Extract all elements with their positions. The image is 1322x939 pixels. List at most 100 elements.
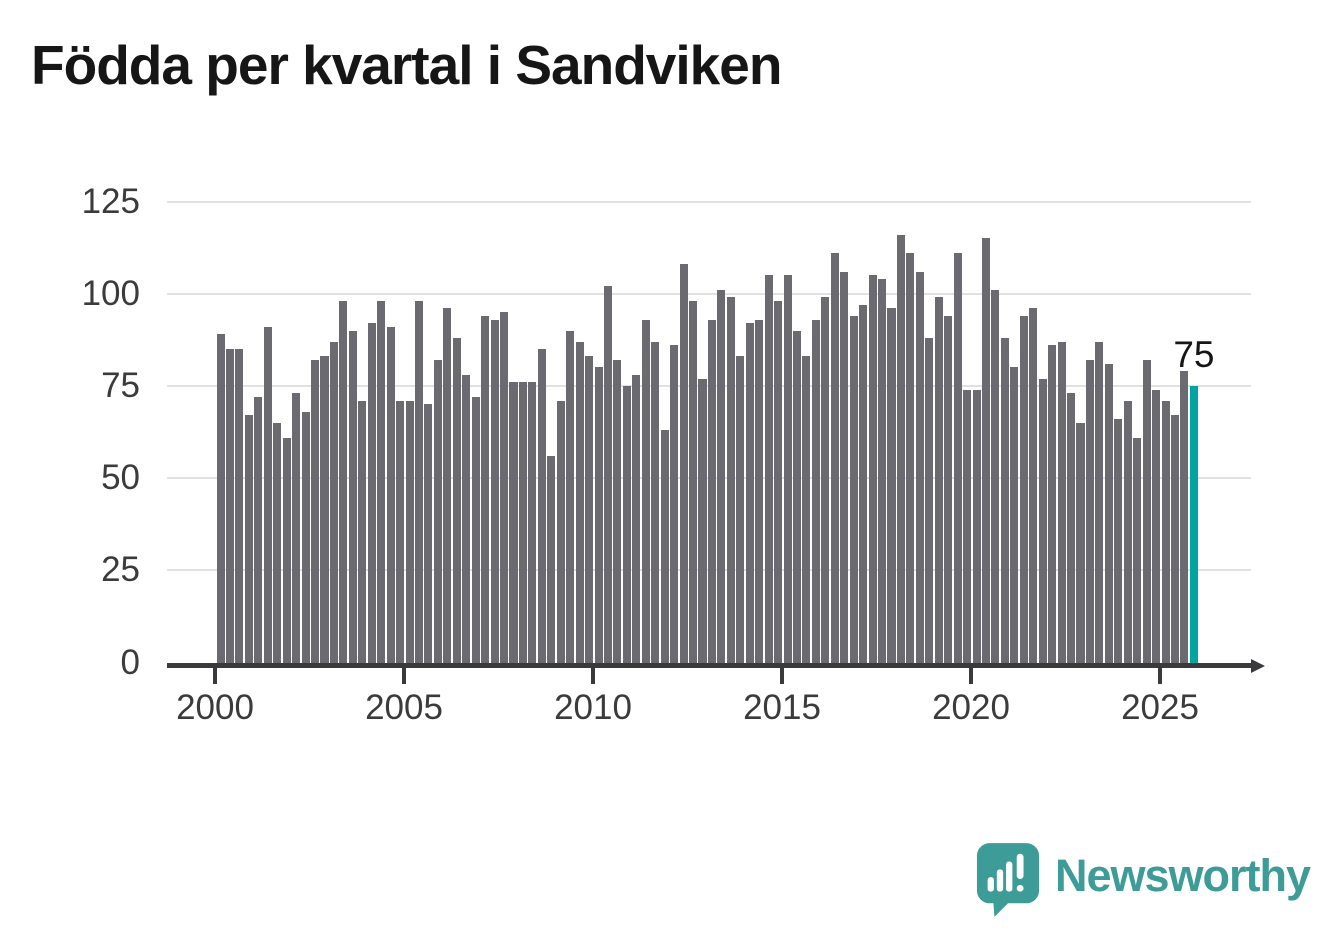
x-axis-tick-label: 2000 (176, 688, 254, 727)
bar (216, 334, 225, 665)
bar (358, 400, 367, 665)
bar (424, 404, 433, 665)
bar (707, 319, 716, 665)
bar (849, 315, 858, 665)
bar (1019, 315, 1028, 665)
bar (755, 319, 764, 665)
y-axis-tick-label: 100 (81, 273, 140, 313)
bar (471, 396, 480, 665)
bar (679, 264, 688, 665)
bar (433, 360, 442, 665)
y-axis-tick-label: 125 (81, 181, 140, 221)
bar (490, 319, 499, 665)
bar (481, 315, 490, 665)
bar (556, 400, 565, 665)
x-axis-tick-label: 2005 (365, 688, 443, 727)
bar (273, 422, 282, 665)
bar (736, 356, 745, 665)
bar (263, 326, 272, 665)
bar (311, 360, 320, 665)
bar (500, 312, 509, 665)
x-axis-tick-label: 2020 (932, 688, 1010, 727)
bar (386, 326, 395, 665)
bar (1029, 308, 1038, 665)
bar (367, 323, 376, 665)
bar (566, 330, 575, 665)
bar (802, 356, 811, 665)
newsworthy-logo-icon (976, 843, 1040, 917)
bar (1085, 360, 1094, 665)
bar (811, 319, 820, 665)
bar (764, 275, 773, 665)
bar (414, 301, 424, 665)
bar (792, 330, 802, 665)
bar (613, 360, 622, 665)
bar (575, 341, 584, 665)
bar (1142, 360, 1151, 665)
bar (1180, 371, 1189, 665)
bar (339, 301, 348, 665)
bar (1095, 341, 1104, 665)
x-axis-tick (780, 665, 784, 684)
bar (1104, 363, 1113, 665)
bar (641, 319, 650, 665)
bar (594, 367, 603, 665)
bar (622, 385, 631, 665)
bar (235, 349, 244, 665)
bar (1000, 337, 1009, 665)
bar (878, 278, 887, 665)
bar (537, 349, 546, 665)
last-value-label: 75 (1173, 334, 1215, 375)
x-axis-tick (591, 665, 595, 684)
bar (651, 341, 660, 665)
bar (1057, 341, 1066, 665)
bar (934, 297, 943, 665)
bar (452, 337, 461, 665)
bar (726, 297, 735, 665)
bar (1038, 378, 1047, 665)
bar (1067, 393, 1076, 665)
x-axis-tick-label: 2015 (743, 688, 821, 727)
bar (896, 234, 905, 665)
y-axis-tick-label: 50 (101, 458, 140, 498)
bar (528, 382, 537, 665)
x-axis-tick (969, 665, 973, 684)
bar (1076, 422, 1085, 665)
bar (1048, 345, 1057, 665)
bar (282, 437, 291, 665)
bar (603, 286, 613, 665)
bar (1010, 367, 1019, 665)
bar (396, 400, 405, 665)
bar-highlight (1189, 385, 1198, 665)
bar (774, 301, 783, 665)
bar (301, 411, 310, 665)
bar (981, 238, 991, 665)
bar (963, 389, 972, 665)
x-axis-tick-label: 2025 (1121, 688, 1199, 727)
bar (509, 382, 518, 665)
bar (868, 275, 877, 665)
bar (547, 455, 556, 665)
bar (585, 356, 594, 665)
bar (1114, 419, 1123, 665)
bar (632, 374, 641, 665)
bar (1170, 415, 1180, 665)
newsworthy-logo-text: Newsworthy (1055, 850, 1311, 901)
bar (1152, 389, 1161, 665)
bar (1133, 437, 1142, 665)
bar (859, 304, 868, 665)
bar (443, 308, 452, 665)
chart-title: Födda per kvartal i Sandviken (31, 34, 782, 96)
x-axis-line (167, 663, 1251, 668)
bar (887, 308, 896, 665)
x-axis-arrow-icon (1251, 658, 1265, 673)
bar (915, 271, 924, 665)
bar (944, 315, 953, 665)
bar (953, 253, 962, 665)
y-axis-tick-label: 25 (101, 550, 140, 590)
bar (1123, 400, 1132, 665)
y-axis-tick-label: 0 (120, 642, 140, 682)
bar (821, 297, 830, 665)
bar (292, 393, 301, 665)
